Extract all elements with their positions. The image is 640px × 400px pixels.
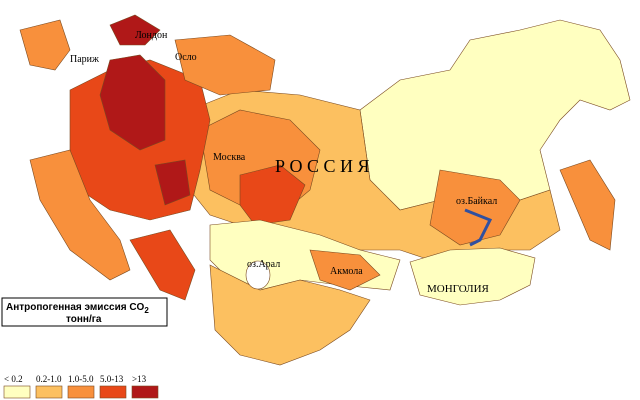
city-label: Акмола	[330, 266, 363, 277]
baikal-lake	[464, 208, 493, 247]
legend-swatch	[131, 385, 159, 399]
legend-swatch	[99, 385, 127, 399]
legend-label: 5.0-13	[100, 374, 124, 384]
country-label: МОНГОЛИЯ	[427, 283, 490, 295]
legend-title-box	[1, 297, 168, 327]
city-label: Лондон	[135, 30, 168, 41]
aral-lake	[245, 260, 271, 290]
regions	[19, 14, 631, 366]
country-label: Р О С С И Я	[275, 156, 370, 176]
legend-label: 0.2-1.0	[36, 374, 62, 384]
lake-label: оз.Байкал	[456, 196, 497, 207]
legend-title: тонн/га	[66, 314, 102, 325]
city-label: Осло	[175, 52, 197, 63]
legend-title: Антропогенная эмиссия CO2	[6, 302, 149, 315]
legend: Антропогенная эмиссия CO2 тонн/га < 0.2 0…	[1, 297, 168, 399]
city-label: Москва	[213, 152, 246, 163]
legend-title-text: Антропогенная эмиссия CO	[6, 302, 145, 313]
lake-label: оз.Арал	[247, 259, 280, 270]
legend-swatch	[35, 385, 63, 399]
legend-title-subscript: 2	[144, 306, 149, 315]
legend-label: < 0.2	[4, 374, 23, 384]
legend-items: < 0.2 0.2-1.0 1.0-5.0 5.0-13 >13	[3, 374, 159, 399]
legend-label: >13	[132, 374, 147, 384]
legend-swatch	[67, 385, 95, 399]
legend-label: 1.0-5.0	[68, 374, 94, 384]
legend-swatch	[3, 385, 31, 399]
city-label: Париж	[70, 54, 99, 65]
labels: Лондон Париж Осло Москва Р О С С И Я оз.…	[70, 30, 497, 295]
